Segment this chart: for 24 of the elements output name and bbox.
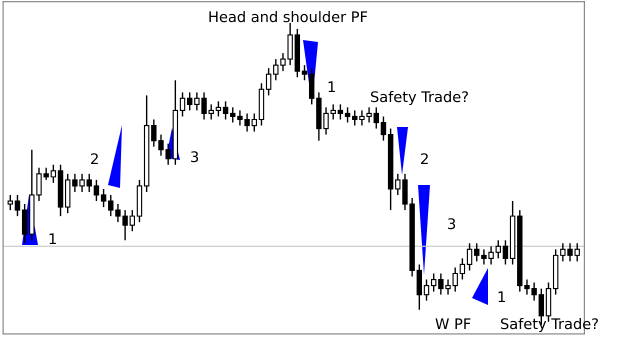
candlestick [280,52,286,72]
candlestick [445,278,451,296]
candlestick [524,278,530,296]
candlestick [8,194,14,211]
annotation: 3 [448,218,456,230]
candlestick [36,167,42,202]
candlestick [323,106,329,136]
candlestick [424,278,430,302]
candlestick [14,194,20,217]
annotation: 1 [50,233,56,244]
text: Head and shoulder PF [209,10,368,22]
annotation: Safety Trade? [370,90,468,106]
annotation: 3 [191,151,198,162]
candlestick [574,242,580,262]
annotation: 1 [328,81,335,92]
candlestick [567,242,573,262]
candlestick [302,64,308,81]
candlestick [158,134,164,156]
annotation: Safety Trade? [500,318,598,332]
candlestick [180,92,186,118]
annotation: 1 [498,291,505,302]
annotation: W PF [435,318,470,330]
annotation: 2 [91,153,98,164]
annotation: 2 [421,153,428,164]
